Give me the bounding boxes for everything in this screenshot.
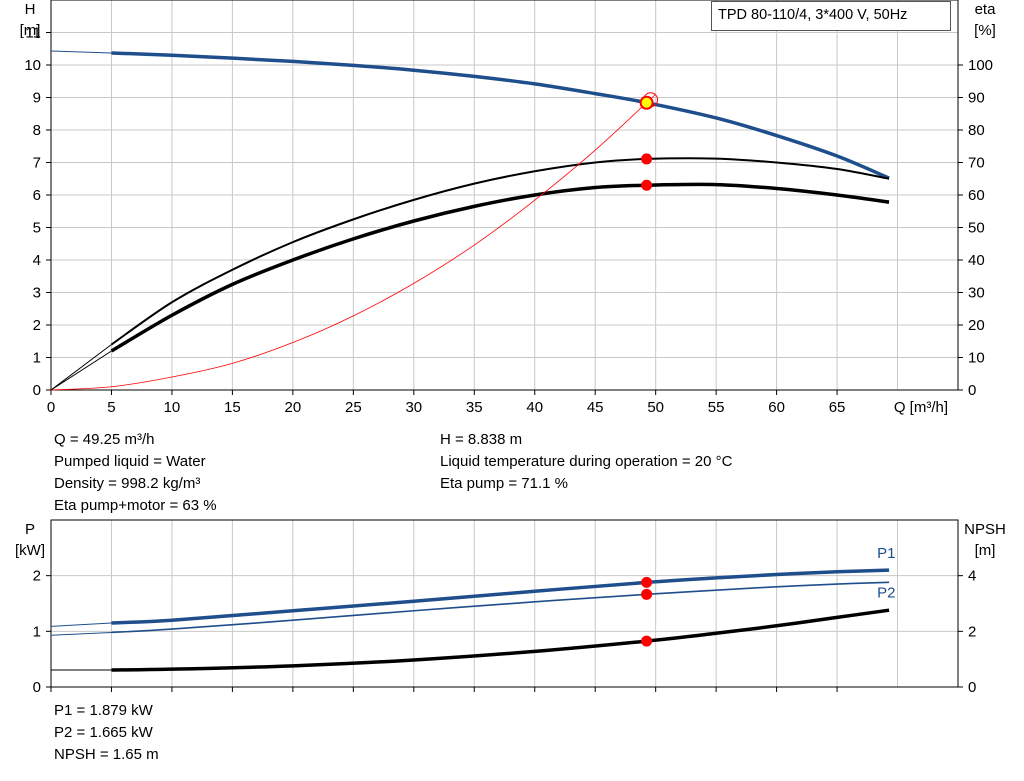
- y2-tick-label: 70: [968, 155, 985, 172]
- series-line-p-extension: [50, 631, 112, 636]
- y2-tick-label: 50: [968, 220, 985, 237]
- y2-tick-label: 0: [968, 382, 976, 399]
- y-tick-label: 8: [33, 122, 41, 139]
- duty-density: Density = 998.2 kg/m³: [54, 475, 201, 492]
- duty-eta-total: Eta pump+motor = 63 %: [54, 497, 217, 514]
- y2-axis-label: eta: [975, 1, 997, 18]
- x-tick-label: 25: [345, 399, 362, 416]
- x-tick-label: 20: [285, 399, 302, 416]
- x-tick-label: 5: [107, 399, 115, 416]
- duty-point-marker: [641, 153, 653, 165]
- duty-point-marker: [641, 635, 653, 647]
- x-tick-label: 55: [708, 399, 725, 416]
- series-line-npsh: [111, 608, 890, 672]
- y2-axis-unit: [m]: [975, 542, 996, 559]
- y-tick-label: 4: [33, 252, 41, 269]
- y-axis-label: H: [25, 1, 36, 18]
- y-tick-label: 0: [33, 679, 41, 696]
- y2-axis-label: NPSH: [964, 521, 1006, 538]
- y-tick-label: 3: [33, 285, 41, 302]
- duty-point-marker: [641, 179, 653, 191]
- y-axis-unit: [m]: [20, 22, 41, 39]
- y2-tick-label: 60: [968, 187, 985, 204]
- duty-point-marker: [641, 576, 653, 588]
- duty-eta-pump: Eta pump = 71.1 %: [440, 475, 568, 492]
- series-line-eta-extension: [50, 344, 112, 391]
- y2-tick-label: 4: [968, 568, 976, 585]
- x-tick-label: 15: [224, 399, 241, 416]
- series-line-eta-extension: [50, 350, 112, 391]
- plot-frame: [50, 519, 959, 688]
- y-tick-label: 5: [33, 220, 41, 237]
- duty-h: H = 8.838 m: [440, 431, 523, 448]
- y-tick-label: 2: [33, 317, 41, 334]
- duty-q: Q = 49.25 m³/h: [54, 431, 155, 448]
- y2-tick-label: 90: [968, 90, 985, 107]
- y-tick-label: 0: [33, 382, 41, 399]
- x-tick-label: 50: [647, 399, 664, 416]
- power-npsh: NPSH = 1.65 m: [54, 746, 159, 763]
- series-label-p2: P2: [877, 584, 895, 601]
- y2-tick-label: 20: [968, 317, 985, 334]
- x-tick-label: 65: [829, 399, 846, 416]
- y2-tick-label: 30: [968, 285, 985, 302]
- series-line-P2: [111, 581, 890, 634]
- power-p2: P2 = 1.665 kW: [54, 724, 153, 741]
- y2-tick-label: 2: [968, 623, 976, 640]
- x-axis-label: Q [m³/h]: [894, 399, 948, 416]
- y2-tick-label: 0: [968, 679, 976, 696]
- x-tick-label: 60: [768, 399, 785, 416]
- y2-tick-label: 100: [968, 57, 993, 74]
- y-tick-label: 1: [33, 350, 41, 367]
- y2-tick-label: 40: [968, 252, 985, 269]
- x-tick-label: 0: [47, 399, 55, 416]
- y-tick-label: 10: [24, 57, 41, 74]
- series-line-eta: [110, 157, 890, 346]
- y-tick-label: 2: [33, 568, 41, 585]
- series-line-h-extension: [50, 50, 112, 54]
- x-tick-label: 10: [164, 399, 181, 416]
- x-tick-label: 35: [466, 399, 483, 416]
- power-p1: P1 = 1.879 kW: [54, 702, 153, 719]
- series-line-h: [50, 93, 656, 391]
- series-line-p-extension: [50, 622, 112, 627]
- y-tick-label: 1: [33, 623, 41, 640]
- y-tick-label: 7: [33, 155, 41, 172]
- duty-liquid: Pumped liquid = Water: [54, 453, 206, 470]
- y2-tick-label: 10: [968, 350, 985, 367]
- y-tick-label: 11: [25, 25, 41, 42]
- pump-title: TPD 80-110/4, 3*400 V, 50Hz: [711, 1, 951, 31]
- y2-axis-unit: [%]: [974, 22, 996, 39]
- x-tick-label: 45: [587, 399, 604, 416]
- y-tick-label: 6: [33, 187, 41, 204]
- series-line-eta: [110, 182, 890, 353]
- duty-point-marker: [641, 588, 653, 600]
- x-tick-label: 40: [526, 399, 543, 416]
- x-tick-label: 30: [405, 399, 422, 416]
- y-axis-label: P: [25, 521, 35, 538]
- y-tick-label: 9: [33, 90, 41, 107]
- series-line-P1: [111, 568, 890, 625]
- duty-point-marker: [639, 95, 654, 110]
- y2-tick-label: 80: [968, 122, 985, 139]
- series-label-p1: P1: [877, 545, 895, 562]
- duty-temperature: Liquid temperature during operation = 20…: [440, 453, 733, 470]
- y-axis-unit: [kW]: [15, 542, 45, 559]
- series-line-h: [111, 51, 890, 180]
